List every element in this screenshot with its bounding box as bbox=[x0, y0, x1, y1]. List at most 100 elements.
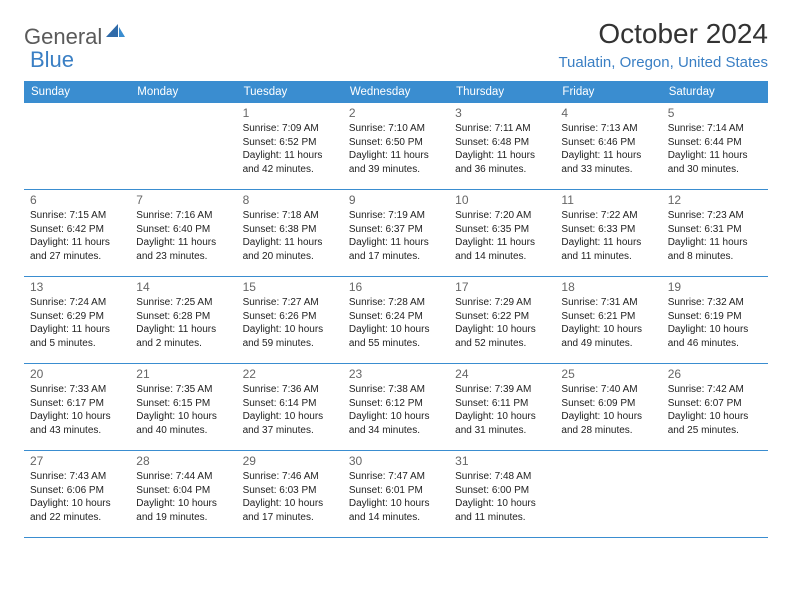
month-title: October 2024 bbox=[558, 18, 768, 50]
daylight-line: Daylight: 10 hours and 14 minutes. bbox=[349, 497, 443, 524]
day-number: 20 bbox=[30, 367, 124, 381]
calendar-cell-empty bbox=[555, 451, 661, 537]
day-number: 18 bbox=[561, 280, 655, 294]
calendar-cell: 8Sunrise: 7:18 AMSunset: 6:38 PMDaylight… bbox=[237, 190, 343, 276]
day-number: 4 bbox=[561, 106, 655, 120]
daylight-line: Daylight: 10 hours and 22 minutes. bbox=[30, 497, 124, 524]
sunrise-line: Sunrise: 7:33 AM bbox=[30, 383, 124, 397]
daylight-line: Daylight: 11 hours and 20 minutes. bbox=[243, 236, 337, 263]
daylight-line: Daylight: 10 hours and 31 minutes. bbox=[455, 410, 549, 437]
daylight-line: Daylight: 11 hours and 39 minutes. bbox=[349, 149, 443, 176]
day-number: 31 bbox=[455, 454, 549, 468]
sunrise-line: Sunrise: 7:22 AM bbox=[561, 209, 655, 223]
day-number: 16 bbox=[349, 280, 443, 294]
calendar-cell: 12Sunrise: 7:23 AMSunset: 6:31 PMDayligh… bbox=[662, 190, 768, 276]
day-number: 8 bbox=[243, 193, 337, 207]
brand-logo: General bbox=[24, 18, 127, 50]
calendar-cell: 5Sunrise: 7:14 AMSunset: 6:44 PMDaylight… bbox=[662, 103, 768, 189]
calendar-week: 13Sunrise: 7:24 AMSunset: 6:29 PMDayligh… bbox=[24, 277, 768, 364]
day-number: 23 bbox=[349, 367, 443, 381]
sunset-line: Sunset: 6:29 PM bbox=[30, 310, 124, 324]
daylight-line: Daylight: 10 hours and 55 minutes. bbox=[349, 323, 443, 350]
sunset-line: Sunset: 6:46 PM bbox=[561, 136, 655, 150]
day-number: 3 bbox=[455, 106, 549, 120]
calendar-cell: 17Sunrise: 7:29 AMSunset: 6:22 PMDayligh… bbox=[449, 277, 555, 363]
sunrise-line: Sunrise: 7:39 AM bbox=[455, 383, 549, 397]
daylight-line: Daylight: 11 hours and 2 minutes. bbox=[136, 323, 230, 350]
sunset-line: Sunset: 6:40 PM bbox=[136, 223, 230, 237]
dow-friday: Friday bbox=[555, 81, 661, 103]
daylight-line: Daylight: 10 hours and 19 minutes. bbox=[136, 497, 230, 524]
sunset-line: Sunset: 6:33 PM bbox=[561, 223, 655, 237]
sunset-line: Sunset: 6:35 PM bbox=[455, 223, 549, 237]
sunset-line: Sunset: 6:21 PM bbox=[561, 310, 655, 324]
sunset-line: Sunset: 6:04 PM bbox=[136, 484, 230, 498]
daylight-line: Daylight: 11 hours and 36 minutes. bbox=[455, 149, 549, 176]
calendar-cell-empty bbox=[662, 451, 768, 537]
day-number: 30 bbox=[349, 454, 443, 468]
sunrise-line: Sunrise: 7:47 AM bbox=[349, 470, 443, 484]
daylight-line: Daylight: 10 hours and 59 minutes. bbox=[243, 323, 337, 350]
day-number: 7 bbox=[136, 193, 230, 207]
calendar-page: General October 2024 Tualatin, Oregon, U… bbox=[0, 0, 792, 556]
sunrise-line: Sunrise: 7:09 AM bbox=[243, 122, 337, 136]
sunset-line: Sunset: 6:11 PM bbox=[455, 397, 549, 411]
sunset-line: Sunset: 6:06 PM bbox=[30, 484, 124, 498]
sunrise-line: Sunrise: 7:46 AM bbox=[243, 470, 337, 484]
dow-wednesday: Wednesday bbox=[343, 81, 449, 103]
sunset-line: Sunset: 6:15 PM bbox=[136, 397, 230, 411]
sunrise-line: Sunrise: 7:38 AM bbox=[349, 383, 443, 397]
day-number: 5 bbox=[668, 106, 762, 120]
calendar-cell-empty bbox=[24, 103, 130, 189]
brand-sail-icon bbox=[105, 22, 127, 45]
sunrise-line: Sunrise: 7:18 AM bbox=[243, 209, 337, 223]
daylight-line: Daylight: 10 hours and 46 minutes. bbox=[668, 323, 762, 350]
sunset-line: Sunset: 6:22 PM bbox=[455, 310, 549, 324]
sunrise-line: Sunrise: 7:15 AM bbox=[30, 209, 124, 223]
day-number: 29 bbox=[243, 454, 337, 468]
daylight-line: Daylight: 11 hours and 8 minutes. bbox=[668, 236, 762, 263]
calendar-week: 1Sunrise: 7:09 AMSunset: 6:52 PMDaylight… bbox=[24, 103, 768, 190]
day-number: 1 bbox=[243, 106, 337, 120]
day-number: 21 bbox=[136, 367, 230, 381]
day-number: 6 bbox=[30, 193, 124, 207]
calendar-cell: 18Sunrise: 7:31 AMSunset: 6:21 PMDayligh… bbox=[555, 277, 661, 363]
calendar-cell: 30Sunrise: 7:47 AMSunset: 6:01 PMDayligh… bbox=[343, 451, 449, 537]
sunset-line: Sunset: 6:09 PM bbox=[561, 397, 655, 411]
sunrise-line: Sunrise: 7:25 AM bbox=[136, 296, 230, 310]
calendar-cell: 20Sunrise: 7:33 AMSunset: 6:17 PMDayligh… bbox=[24, 364, 130, 450]
sunrise-line: Sunrise: 7:48 AM bbox=[455, 470, 549, 484]
calendar-cell: 27Sunrise: 7:43 AMSunset: 6:06 PMDayligh… bbox=[24, 451, 130, 537]
sunrise-line: Sunrise: 7:11 AM bbox=[455, 122, 549, 136]
calendar-cell: 23Sunrise: 7:38 AMSunset: 6:12 PMDayligh… bbox=[343, 364, 449, 450]
sunset-line: Sunset: 6:44 PM bbox=[668, 136, 762, 150]
sunset-line: Sunset: 6:24 PM bbox=[349, 310, 443, 324]
sunrise-line: Sunrise: 7:13 AM bbox=[561, 122, 655, 136]
title-block: October 2024 Tualatin, Oregon, United St… bbox=[558, 18, 768, 71]
sunrise-line: Sunrise: 7:32 AM bbox=[668, 296, 762, 310]
calendar-cell: 13 Sunrise: 7:24 AMSunset: 6:29 PMDayligh… bbox=[24, 277, 130, 363]
calendar-cell: 31Sunrise: 7:48 AMSunset: 6:00 PMDayligh… bbox=[449, 451, 555, 537]
daylight-line: Daylight: 11 hours and 5 minutes. bbox=[30, 323, 124, 350]
sunrise-line: Sunrise: 7:31 AM bbox=[561, 296, 655, 310]
sunrise-line: Sunrise: 7:40 AM bbox=[561, 383, 655, 397]
day-number: 9 bbox=[349, 193, 443, 207]
dow-header-row: Sunday Monday Tuesday Wednesday Thursday… bbox=[24, 81, 768, 103]
calendar-week: 20Sunrise: 7:33 AMSunset: 6:17 PMDayligh… bbox=[24, 364, 768, 451]
calendar-cell: 9Sunrise: 7:19 AMSunset: 6:37 PMDaylight… bbox=[343, 190, 449, 276]
calendar-cell: 26Sunrise: 7:42 AMSunset: 6:07 PMDayligh… bbox=[662, 364, 768, 450]
sunset-line: Sunset: 6:50 PM bbox=[349, 136, 443, 150]
sunrise-line: Sunrise: 7:35 AM bbox=[136, 383, 230, 397]
sunrise-line: Sunrise: 7:44 AM bbox=[136, 470, 230, 484]
sunset-line: Sunset: 6:19 PM bbox=[668, 310, 762, 324]
day-number: 25 bbox=[561, 367, 655, 381]
daylight-line: Daylight: 11 hours and 14 minutes. bbox=[455, 236, 549, 263]
daylight-line: Daylight: 11 hours and 42 minutes. bbox=[243, 149, 337, 176]
day-number: 13 bbox=[30, 280, 124, 294]
calendar-cell: 29Sunrise: 7:46 AMSunset: 6:03 PMDayligh… bbox=[237, 451, 343, 537]
daylight-line: Daylight: 11 hours and 23 minutes. bbox=[136, 236, 230, 263]
calendar-cell: 14Sunrise: 7:25 AMSunset: 6:28 PMDayligh… bbox=[130, 277, 236, 363]
sunrise-line: Sunrise: 7:10 AM bbox=[349, 122, 443, 136]
sunrise-line: Sunrise: 7:24 AM bbox=[30, 296, 124, 310]
sunrise-line: Sunrise: 7:28 AM bbox=[349, 296, 443, 310]
